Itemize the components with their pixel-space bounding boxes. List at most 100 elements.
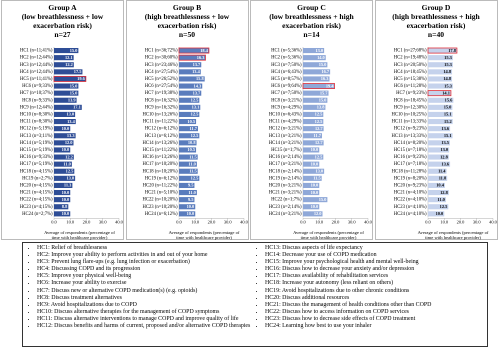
y-tick-label: HC15 (n=7;18%) bbox=[393, 148, 426, 153]
value-label: 16.7 bbox=[321, 69, 329, 74]
y-tick-label: HC9 (n=12;44%) bbox=[20, 105, 53, 110]
chart: 0.0 10.0 20.0 30.0 40.0 HC1 (n=27;68%) 17.8 HC2… bbox=[391, 47, 497, 224]
value-label: 11.4 bbox=[438, 168, 446, 173]
bar bbox=[303, 140, 324, 146]
y-tick-label: HC2 (n=5;36%) bbox=[271, 56, 302, 61]
bar bbox=[178, 211, 195, 217]
y-tick-label: HC1 (n=36;72%) bbox=[144, 49, 177, 54]
y-tick-label: HC4 (n=18;45%) bbox=[393, 70, 426, 75]
value-label: 8.8 bbox=[62, 204, 68, 209]
value-label: 12.7 bbox=[315, 126, 323, 131]
legend-item: HC22: Discuss how to access information … bbox=[265, 309, 483, 316]
chart-panel: Group B (high breathlessness + low exacer… bbox=[125, 0, 249, 240]
y-tick-label: HC1 (n=27;68%) bbox=[393, 49, 426, 54]
bar bbox=[427, 197, 446, 203]
value-label: 13.0 bbox=[66, 176, 74, 181]
bar bbox=[54, 55, 74, 61]
y-tick-label: HC18 (n=10;20%) bbox=[142, 169, 178, 174]
value-label: 10.0 bbox=[311, 161, 319, 166]
chart-panel: Group D (high breathlessness + high exace… bbox=[374, 0, 498, 240]
value-label: 11.0 bbox=[63, 161, 71, 166]
sample-size: n=27 bbox=[54, 30, 71, 39]
value-label: 11.7 bbox=[314, 133, 322, 138]
y-tick-label: HC15 (n=1;7%) bbox=[271, 148, 302, 153]
bar bbox=[178, 104, 200, 110]
bar bbox=[178, 168, 198, 174]
bar bbox=[303, 62, 328, 68]
bar bbox=[303, 104, 326, 110]
bar bbox=[178, 118, 196, 125]
chart-subtitle: (low breathlessness + high exacerbation … bbox=[269, 12, 354, 30]
bar bbox=[427, 140, 450, 146]
legend-item: HC7: Discuss new or alternative COPD med… bbox=[37, 288, 255, 295]
y-tick-label: HC6 (n=11;28%) bbox=[393, 84, 426, 89]
y-tick-label: HC22 (n=4;10%) bbox=[393, 198, 426, 203]
sample-size: n=40 bbox=[427, 30, 445, 39]
bar bbox=[54, 104, 82, 110]
legend-item: HC24: Learning how best to use your inha… bbox=[265, 323, 483, 330]
value-label: 13.3 bbox=[67, 133, 75, 138]
y-tick-label: HC16 (n=9;23%) bbox=[393, 155, 426, 160]
value-label: 10.4 bbox=[436, 183, 444, 188]
value-label: 15.6 bbox=[444, 97, 452, 102]
y-tick-label: HC1 (n=11;41%) bbox=[20, 49, 53, 54]
bar bbox=[178, 62, 201, 68]
y-tick-label: HC9 (n=16;32%) bbox=[144, 105, 177, 110]
chart-header: Group C (low breathlessness + high exacer… bbox=[251, 1, 372, 45]
bar bbox=[53, 75, 87, 82]
bar bbox=[303, 189, 320, 196]
bar bbox=[303, 161, 320, 167]
chart: 0.0 10.0 20.0 30.0 40.0 HC1 (n=36;72%) 18.4 HC2… bbox=[142, 47, 248, 224]
bar bbox=[178, 154, 198, 160]
y-tick-label: HC14 (n=3;21%) bbox=[269, 141, 302, 146]
bar bbox=[54, 126, 71, 132]
value-label: 15.2 bbox=[444, 119, 452, 124]
y-tick-label: HC12 (n=5;19%) bbox=[20, 127, 53, 132]
legend-item: HC13: Discuss aspects of life expectancy bbox=[265, 245, 483, 252]
legend-item: HC21: Discuss the management of health c… bbox=[265, 302, 483, 309]
x-tick-label: 10.0 bbox=[315, 219, 323, 224]
bar bbox=[178, 197, 194, 203]
value-label: 12.0 bbox=[314, 211, 322, 216]
value-label: 15.0 bbox=[70, 83, 78, 88]
y-tick-label: HC13 (n=3;11%) bbox=[20, 134, 53, 139]
y-tick-label: HC16 (n=2;14%) bbox=[269, 155, 302, 160]
legend-item: HC12: Discuss benefits and harms of curr… bbox=[37, 323, 255, 330]
value-label: 11.0 bbox=[437, 197, 445, 202]
value-label: 10.5 bbox=[187, 147, 195, 152]
legend-item: HC15: Improve your psychological health … bbox=[265, 259, 483, 266]
value-label: 10.5 bbox=[187, 119, 195, 124]
value-label: 12.5 bbox=[190, 97, 198, 102]
bar bbox=[54, 168, 75, 174]
bar bbox=[54, 175, 76, 181]
y-tick-label: HC20 (n=4;15%) bbox=[20, 184, 53, 189]
legend-item: HC19: Avoid hospitalizations due to othe… bbox=[265, 288, 483, 295]
y-tick-label: HC10 (n=13;26%) bbox=[142, 113, 178, 118]
y-tick-label: HC11 (n=13;33%) bbox=[391, 120, 426, 125]
x-tick-label: 0.0 bbox=[300, 219, 306, 224]
bar bbox=[427, 97, 453, 103]
bar bbox=[178, 126, 198, 132]
bar bbox=[54, 90, 79, 96]
value-label: 12.0 bbox=[65, 140, 73, 145]
y-tick-label: HC11 (n=8;30%) bbox=[20, 120, 53, 125]
y-tick-label: HC13 (n=13;33%) bbox=[391, 134, 427, 139]
bar bbox=[303, 111, 324, 118]
y-tick-label: HC16 (n=9;33%) bbox=[20, 155, 53, 160]
x-tick-label: 10.0 bbox=[440, 219, 448, 224]
value-label: 12.5 bbox=[190, 133, 198, 138]
y-tick-label: HC3 (n=20;50%) bbox=[393, 63, 426, 68]
value-label: 10.0 bbox=[311, 204, 319, 209]
bar bbox=[427, 175, 447, 181]
x-tick-label: 20.0 bbox=[207, 219, 215, 224]
value-label: 11.8 bbox=[438, 176, 446, 181]
chart-subtitle: (low breathlessness + low exacerbation r… bbox=[21, 12, 104, 30]
bar bbox=[178, 182, 194, 189]
bar bbox=[178, 133, 199, 139]
y-tick-label: HC15 (n=11;22%) bbox=[142, 148, 177, 153]
y-tick-label: HC23 (n=4;10%) bbox=[393, 205, 426, 210]
value-label: 15.0 bbox=[319, 62, 327, 67]
bar bbox=[54, 182, 73, 189]
y-tick-label: HC18 (n=4;15%) bbox=[20, 169, 53, 174]
chart: 0.0 10.0 20.0 30.0 40.0 HC1 (n=11;41%) 15.0 HC2… bbox=[20, 47, 124, 224]
